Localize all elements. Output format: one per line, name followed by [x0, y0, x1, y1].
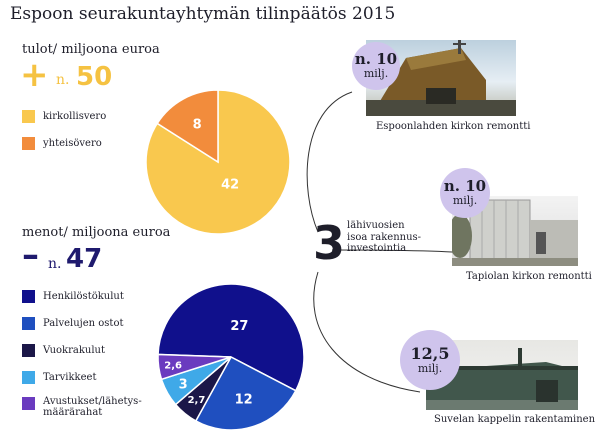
legend-label: Palvelujen ostot	[43, 318, 124, 329]
investment-text: lähivuosien isoa rakennus- investointia	[347, 220, 421, 255]
income-total: 50	[76, 62, 113, 92]
legend-label: kirkollisvero	[43, 111, 107, 122]
pie-label: 27	[230, 319, 248, 334]
legend-swatch	[22, 137, 35, 150]
legend-swatch	[22, 290, 35, 303]
pie-label: 2,6	[164, 361, 182, 372]
minus-sign: –	[22, 235, 39, 275]
legend-label: Henkilöstökulut	[43, 291, 124, 302]
investment-1-caption: Espoonlahden kirkon remontti	[376, 121, 531, 132]
legend-swatch	[22, 317, 35, 330]
investment-2-amount: n. 10	[443, 177, 487, 196]
investment-1-unit: milj.	[363, 67, 389, 81]
pie-label: 12	[235, 392, 253, 407]
investment-text-line-2: isoa rakennus-	[347, 231, 422, 243]
legend-item-avustukset: Avustukset/lähetys- määrärahat	[22, 396, 142, 418]
connector-line-2	[331, 249, 453, 253]
investment-2-unit: milj.	[452, 194, 478, 208]
investment-count: 3	[313, 216, 346, 270]
expenses-pie: 27 12 2,73 2,6	[157, 283, 305, 431]
legend-item-henkilostokulut: Henkilöstökulut	[22, 290, 142, 303]
investment-1-amount-bubble: n. 10 milj.	[352, 42, 400, 90]
pie-label: 8	[193, 118, 202, 133]
investment-3-amount-bubble: 12,5 milj.	[400, 330, 460, 390]
legend-item-kirkollisvero: kirkollisvero	[22, 110, 106, 123]
connector-line-1	[306, 91, 353, 233]
legend-label: yhteisövero	[43, 138, 102, 149]
investment-1-amount: n. 10	[354, 50, 398, 69]
legend-swatch	[22, 344, 35, 357]
expenses-label: menot/ miljoona euroa	[22, 225, 171, 240]
investment-text-line-1: lähivuosien	[347, 220, 405, 231]
legend-label: Vuokrakulut	[43, 345, 106, 356]
investment-2-amount-bubble: n. 10 milj.	[440, 168, 490, 218]
investment-text-line-3: investointia	[347, 243, 407, 254]
pie-slice-yhteisövero	[156, 89, 219, 164]
legend-item-tarvikkeet: Tarvikkeet	[22, 371, 142, 384]
pie-slice-henkilöstökulut	[157, 283, 305, 392]
legend-swatch	[22, 371, 35, 384]
plus-sign: +	[20, 55, 49, 95]
income-approx: n.	[56, 72, 70, 88]
legend-label: Tarvikkeet	[43, 372, 97, 383]
investment-3-caption: Suvelan kappelin rakentaminen	[434, 414, 596, 425]
pie-label: 42	[221, 178, 239, 193]
connector-line-3	[313, 271, 421, 393]
legend-swatch	[22, 397, 35, 410]
expenses-approx: n.	[48, 256, 62, 272]
legend-item-yhteisovero: yhteisövero	[22, 137, 106, 150]
legend-item-vuokrakulut: Vuokrakulut	[22, 344, 142, 357]
expenses-total: 47	[66, 244, 103, 274]
legend-label: Avustukset/lähetys- määrärahat	[43, 396, 142, 418]
pie-label: 3	[179, 377, 188, 392]
pie-label: 2,7	[188, 395, 206, 406]
income-pie: 42 8	[145, 89, 291, 235]
page-title: Espoon seurakuntayhtymän tilinpäätös 201…	[10, 4, 396, 24]
expenses-legend: Henkilöstökulut Palvelujen ostot Vuokrak…	[22, 290, 142, 418]
investment-2-caption: Tapiolan kirkon remontti	[466, 271, 592, 282]
legend-item-palvelujen-ostot: Palvelujen ostot	[22, 317, 142, 330]
pie-slice-avustukset-lähetys-määrärahat	[157, 353, 232, 381]
income-label: tulot/ miljoona euroa	[22, 42, 160, 57]
pie-slice-palvelujen-ostot	[194, 355, 297, 431]
investment-3-amount: 12,5	[410, 343, 450, 363]
income-legend: kirkollisvero yhteisövero	[22, 110, 106, 150]
legend-swatch	[22, 110, 35, 123]
investment-3-unit: milj.	[417, 361, 443, 375]
